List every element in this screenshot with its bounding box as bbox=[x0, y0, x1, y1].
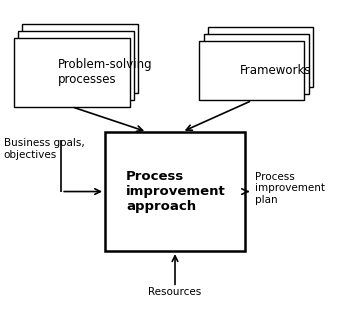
Text: Resources: Resources bbox=[148, 287, 202, 297]
Bar bbox=[105, 132, 245, 251]
Text: Business goals,
objectives: Business goals, objectives bbox=[4, 138, 84, 160]
Bar bbox=[199, 41, 304, 100]
Text: Problem-solving
processes: Problem-solving processes bbox=[58, 58, 153, 86]
Text: Process
improvement
plan: Process improvement plan bbox=[256, 172, 326, 205]
Text: Frameworks: Frameworks bbox=[239, 64, 311, 77]
Bar bbox=[18, 31, 134, 100]
Bar bbox=[208, 27, 313, 87]
Bar bbox=[14, 38, 130, 107]
Bar bbox=[204, 34, 309, 94]
Text: Process
improvement
approach: Process improvement approach bbox=[126, 170, 226, 213]
Bar bbox=[22, 24, 138, 93]
